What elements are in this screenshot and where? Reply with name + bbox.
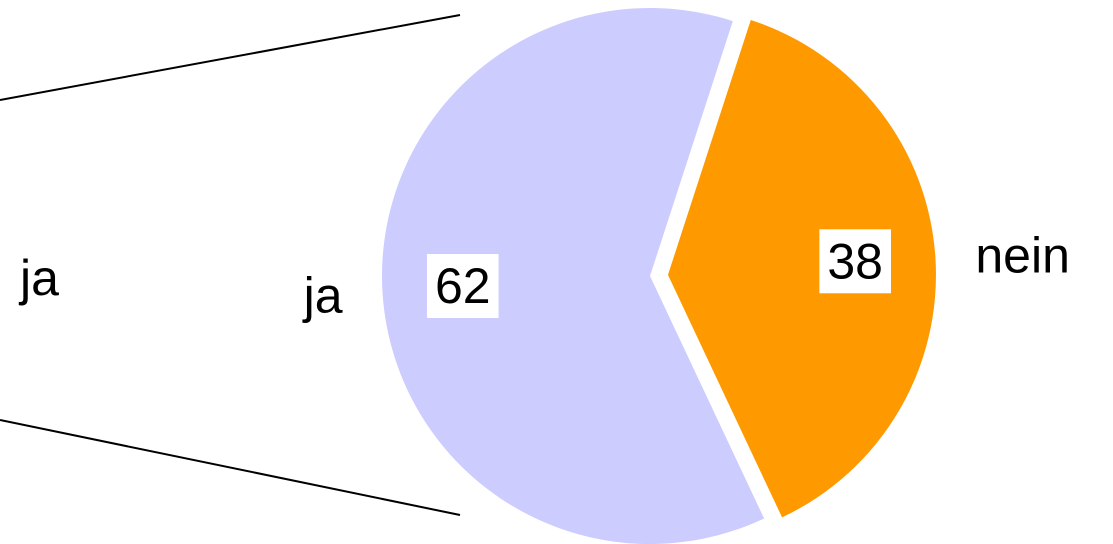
connector-line <box>0 14 461 101</box>
category-label: ja <box>302 268 343 324</box>
category-label: nein <box>975 228 1070 284</box>
data-label-box <box>819 229 892 294</box>
data-label: 62 <box>435 258 491 314</box>
pie-slice <box>667 19 936 518</box>
data-label: 38 <box>827 233 883 289</box>
pie-slice <box>382 8 765 544</box>
connector-line <box>0 419 461 516</box>
data-label-box <box>426 253 499 318</box>
secondary-label: ja <box>18 250 59 306</box>
